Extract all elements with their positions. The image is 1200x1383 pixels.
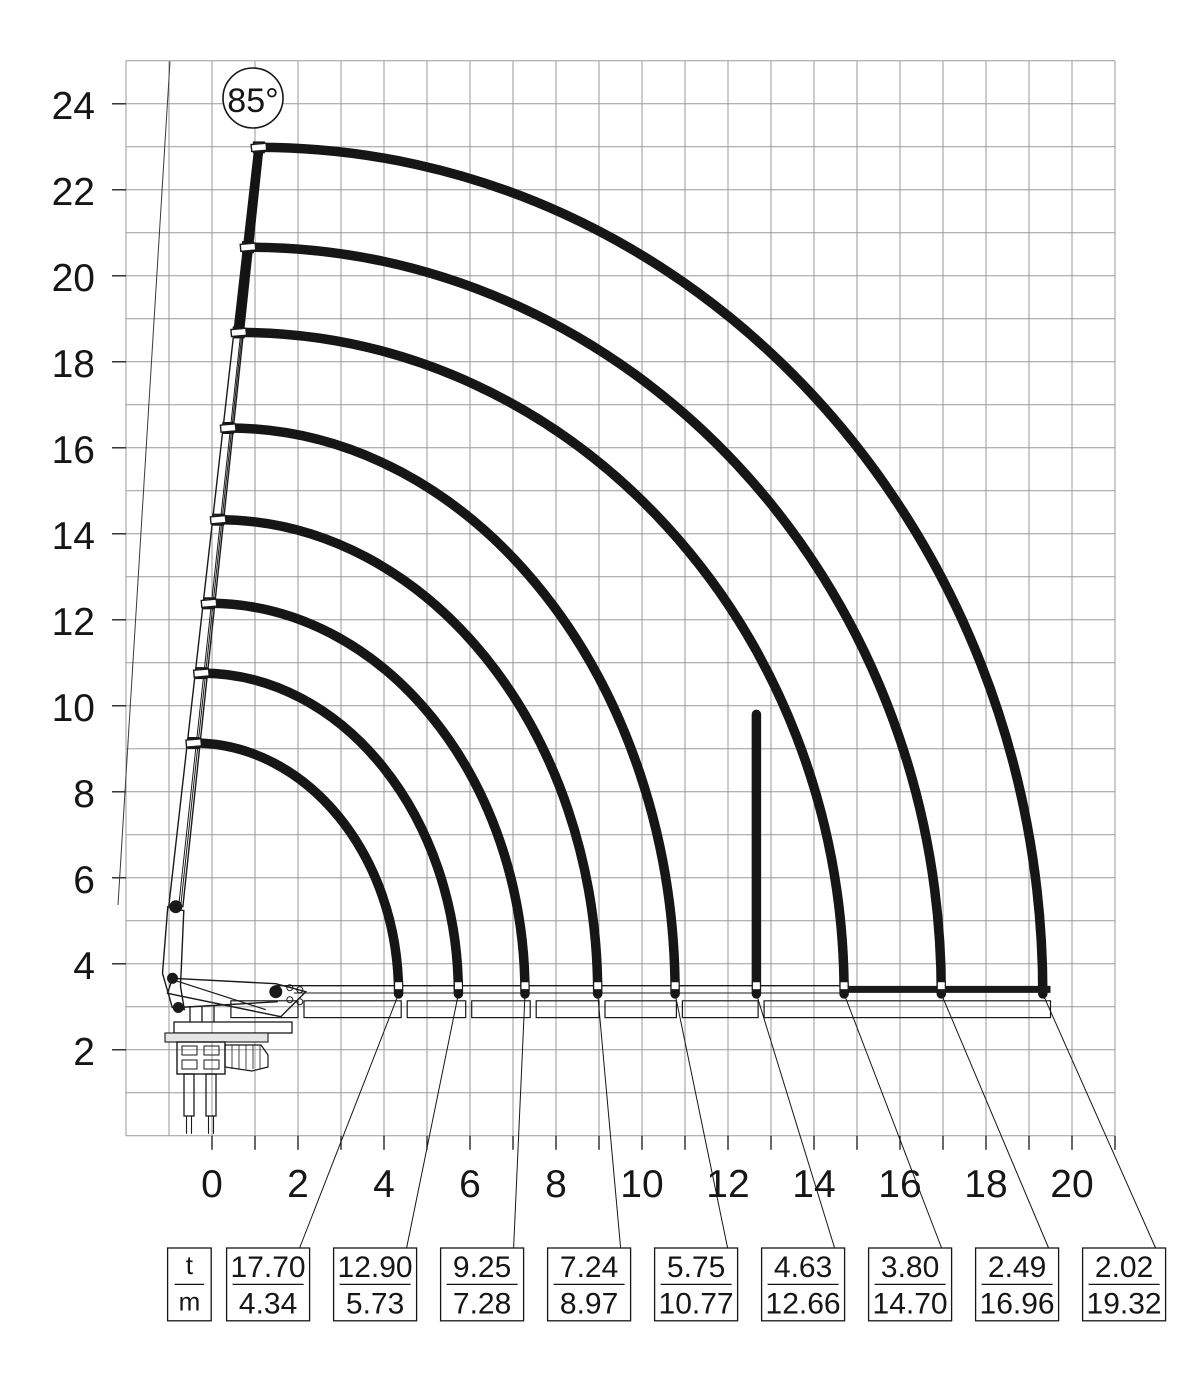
svg-text:10.77: 10.77	[659, 1288, 734, 1321]
svg-text:4.63: 4.63	[774, 1251, 832, 1284]
svg-text:t: t	[186, 1250, 194, 1280]
svg-text:8.97: 8.97	[560, 1288, 618, 1321]
svg-text:12: 12	[706, 1163, 749, 1206]
svg-text:2: 2	[287, 1163, 309, 1206]
svg-text:10: 10	[620, 1163, 663, 1206]
svg-text:6: 6	[459, 1163, 481, 1206]
svg-text:m: m	[179, 1287, 201, 1317]
svg-text:20: 20	[1050, 1163, 1093, 1206]
svg-text:2.49: 2.49	[988, 1251, 1046, 1284]
svg-text:0: 0	[201, 1163, 223, 1206]
svg-text:16: 16	[878, 1163, 921, 1206]
svg-text:10: 10	[52, 687, 95, 730]
svg-text:12.90: 12.90	[338, 1251, 413, 1284]
svg-text:18: 18	[52, 343, 95, 386]
svg-text:8: 8	[73, 773, 95, 816]
svg-text:16.96: 16.96	[980, 1288, 1055, 1321]
svg-text:7.24: 7.24	[560, 1251, 618, 1284]
svg-text:2: 2	[73, 1031, 95, 1074]
svg-text:4: 4	[73, 945, 95, 988]
svg-text:24: 24	[52, 85, 95, 128]
svg-text:12.66: 12.66	[766, 1288, 841, 1321]
svg-text:16: 16	[52, 429, 95, 472]
svg-text:6: 6	[73, 859, 95, 902]
svg-text:85°: 85°	[227, 82, 278, 120]
svg-text:8: 8	[545, 1163, 567, 1206]
svg-text:14: 14	[792, 1163, 835, 1206]
svg-text:5.75: 5.75	[667, 1251, 725, 1284]
svg-text:20: 20	[52, 257, 95, 300]
svg-text:22: 22	[52, 171, 95, 214]
svg-text:4.34: 4.34	[239, 1288, 297, 1321]
svg-text:9.25: 9.25	[453, 1251, 511, 1284]
svg-text:12: 12	[52, 601, 95, 644]
svg-text:19.32: 19.32	[1087, 1288, 1162, 1321]
svg-text:17.70: 17.70	[231, 1251, 306, 1284]
svg-text:14: 14	[52, 515, 95, 558]
svg-text:14.70: 14.70	[873, 1288, 948, 1321]
svg-text:2.02: 2.02	[1095, 1251, 1153, 1284]
svg-text:3.80: 3.80	[881, 1251, 939, 1284]
svg-text:7.28: 7.28	[453, 1288, 511, 1321]
svg-text:18: 18	[964, 1163, 1007, 1206]
svg-text:4: 4	[373, 1163, 395, 1206]
svg-text:5.73: 5.73	[346, 1288, 404, 1321]
